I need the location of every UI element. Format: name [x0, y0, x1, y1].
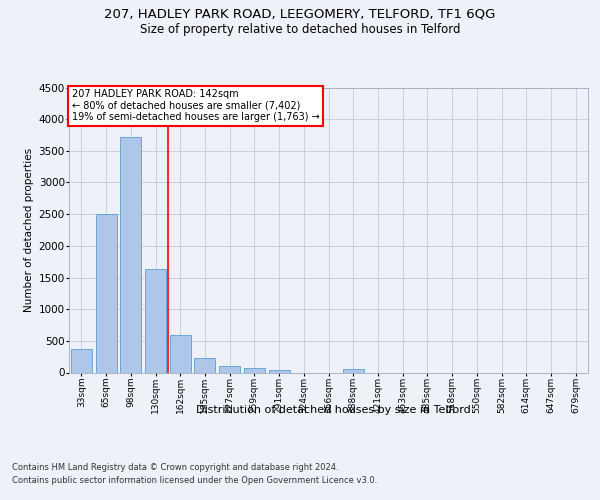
Bar: [71, 349, 92, 372]
Bar: [244, 368, 265, 372]
Text: Contains HM Land Registry data © Crown copyright and database right 2024.: Contains HM Land Registry data © Crown c…: [12, 462, 338, 471]
Bar: [120, 137, 141, 372]
Text: 207, HADLEY PARK ROAD, LEEGOMERY, TELFORD, TF1 6QG: 207, HADLEY PARK ROAD, LEEGOMERY, TELFOR…: [104, 8, 496, 20]
Bar: [269, 370, 290, 372]
Y-axis label: Number of detached properties: Number of detached properties: [25, 148, 34, 312]
Bar: [145, 270, 166, 372]
Text: Distribution of detached houses by size in Telford: Distribution of detached houses by size …: [196, 405, 470, 415]
Bar: [219, 366, 240, 372]
Text: Size of property relative to detached houses in Telford: Size of property relative to detached ho…: [140, 22, 460, 36]
Bar: [170, 335, 191, 372]
Text: Contains public sector information licensed under the Open Government Licence v3: Contains public sector information licen…: [12, 476, 377, 485]
Bar: [194, 358, 215, 372]
Bar: [343, 369, 364, 372]
Text: 207 HADLEY PARK ROAD: 142sqm
← 80% of detached houses are smaller (7,402)
19% of: 207 HADLEY PARK ROAD: 142sqm ← 80% of de…: [71, 89, 319, 122]
Bar: [95, 214, 116, 372]
